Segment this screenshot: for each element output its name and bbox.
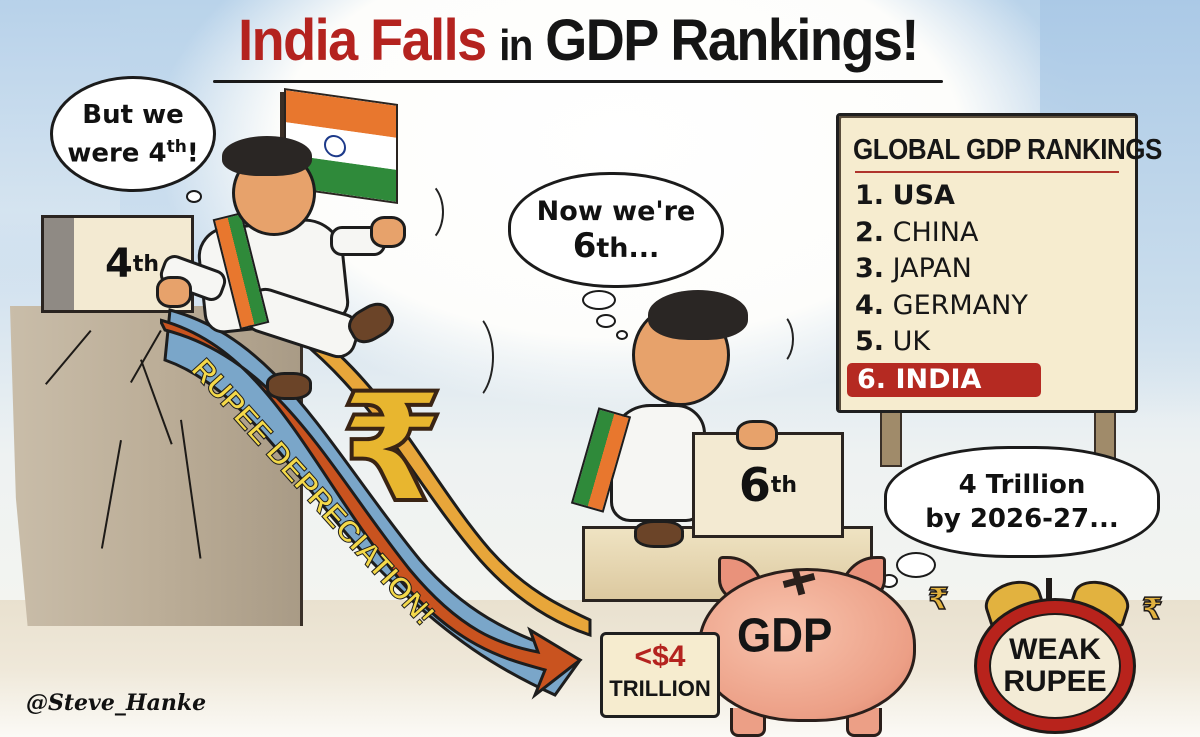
gdp-value-tag: <$4 TRILLION [600, 632, 720, 718]
bubble-middle-line2: 6th... [573, 229, 660, 266]
bubble-tail-dot [596, 314, 616, 328]
hand-left [156, 276, 192, 308]
rupee-depreciation-slide: RUPEE DEPRECIATION! ₹ [160, 308, 592, 700]
bubble-left-sup: th [166, 136, 187, 157]
flying-rupee-icon: ₹ [927, 581, 949, 618]
weak-rupee-alarm-clock: WEAK RUPEE [974, 598, 1136, 734]
block-6th-num: 6 [738, 458, 771, 512]
board-title: GLOBAL GDP RANKINGS [853, 132, 1162, 166]
ranking-item-highlighted: 6. INDIA [847, 362, 1042, 397]
title-in: in [499, 22, 533, 70]
bubble-middle-suffix: ... [628, 232, 660, 264]
clock-line2: RUPEE [1003, 665, 1107, 698]
bubble-middle-line1: Now we're [536, 195, 696, 227]
rank-number: 5. [855, 326, 885, 357]
piggy-label: GDP [737, 608, 833, 663]
country-name: USA [892, 180, 955, 211]
country-name: UK [892, 326, 931, 357]
global-gdp-rankings-board: GLOBAL GDP RANKINGS 1. USA 2. CHINA 3. J… [836, 113, 1162, 413]
thought-bubble-4-trillion: 4 Trillion by 2026-27... [884, 446, 1160, 558]
ranking-item: 5. UK [855, 324, 1041, 361]
rupee-symbol-icon: ₹ [340, 362, 444, 536]
motion-lines [440, 310, 494, 404]
board-post-left [880, 407, 902, 467]
title-exclaim: ! [901, 8, 919, 74]
clock-line1: WEAK [1009, 633, 1101, 666]
shoe [266, 372, 312, 400]
block-side [41, 215, 74, 313]
bubble-tail-dot [896, 552, 936, 578]
hair [222, 136, 312, 176]
block-6th-sup: th [770, 472, 798, 498]
bubble-left-suffix: ! [186, 138, 199, 169]
board-title-underline [855, 171, 1119, 173]
bubble-left-line1: But we [82, 99, 184, 130]
bubble-tail-dot [616, 330, 628, 340]
tag-amount: <$4 [634, 640, 686, 673]
rank-number: 4. [855, 289, 885, 321]
block-4th-num: 4 [104, 241, 133, 287]
ranking-item: 1. USA [855, 178, 1041, 215]
bubble-middle-num: 6 [572, 225, 597, 266]
bubble-middle-sup: th [596, 232, 629, 264]
ranking-list: 1. USA 2. CHINA 3. JAPAN 4. GERMANY 5. U… [847, 178, 1042, 397]
country-name: GERMANY [892, 289, 1028, 321]
title-gdp-rankings: GDP Rankings [545, 8, 903, 74]
speech-bubble-but-we-were-4th: But we were 4th! [50, 76, 216, 192]
ranking-item: 2. CHINA [855, 215, 1041, 252]
country-name: CHINA [892, 216, 979, 248]
hair [648, 290, 748, 340]
hand [736, 420, 778, 450]
motion-lines [760, 312, 794, 366]
country-name: JAPAN [892, 253, 972, 284]
motion-lines [400, 180, 444, 244]
title-india-falls: India Falls [238, 8, 487, 74]
page-title: India Falls in GDP Rankings! [208, 3, 948, 84]
tag-unit: TRILLION [609, 676, 711, 701]
clock-hammer [1046, 578, 1052, 604]
title-underline [213, 80, 943, 83]
rank-number: 1. [855, 180, 885, 211]
ranking-item: 4. GERMANY [855, 288, 1041, 325]
bubble-left-line2: were 4th! [67, 131, 198, 170]
bubble-right-line1: 4 Trillion [958, 470, 1086, 500]
country-name: INDIA [895, 363, 982, 395]
clock-face: WEAK RUPEE [989, 613, 1121, 719]
bubble-right-line2: by 2026-27... [925, 504, 1119, 534]
bubble-tail-dot [582, 290, 616, 310]
rank-number: 6. [857, 363, 887, 395]
bubble-left-prefix: were 4 [67, 138, 167, 169]
author-watermark: @Steve_Hanke [26, 690, 207, 716]
ranking-item: 3. JAPAN [855, 251, 1041, 288]
rank-number: 2. [855, 216, 885, 248]
gdp-piggy-bank: GDP [698, 568, 916, 722]
shoe [634, 520, 684, 548]
rank-number: 3. [855, 253, 885, 284]
block-4th-sup: th [132, 251, 160, 277]
thought-bubble-now-6th: Now we're 6th... [508, 172, 724, 288]
flying-rupee-icon: ₹ [1141, 591, 1163, 628]
bubble-tail-dot [186, 190, 202, 203]
